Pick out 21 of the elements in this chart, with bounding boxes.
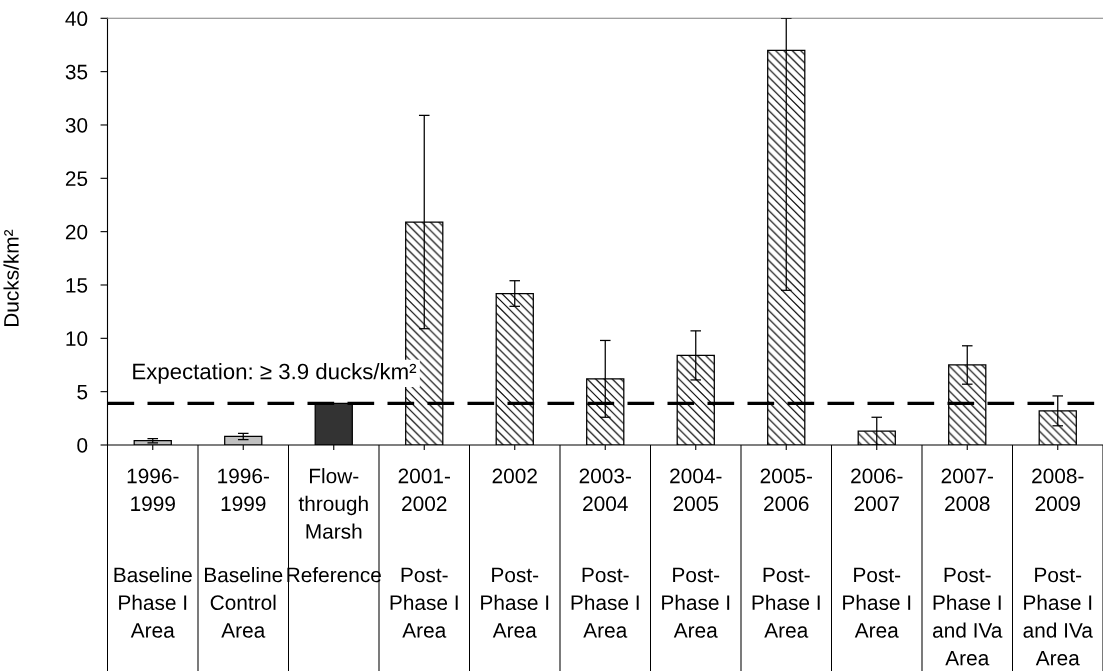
y-tick-label: 40 — [65, 11, 88, 27]
category-label: 2002 Post- Phase I Area — [481, 468, 549, 638]
category-label: 2008- 2009 Post- Phase I and IVa Area — [1023, 468, 1093, 666]
y-axis-title: Ducks/km² — [3, 229, 19, 327]
y-tick-label: 20 — [65, 224, 88, 240]
category-label: 2007- 2008 Post- Phase I and IVa Area — [933, 468, 1003, 666]
category-label: 2006- 2007 Post- Phase I Area — [843, 468, 911, 638]
category-label: 1996- 1999 Baseline Phase I Area — [114, 468, 192, 638]
y-tick-label: 25 — [65, 171, 88, 187]
y-tick-label: 30 — [65, 117, 88, 133]
y-tick-label: 10 — [66, 331, 88, 347]
y-tick-label: 35 — [65, 64, 88, 80]
category-label: 2005- 2006 Post- Phase I Area — [752, 468, 820, 638]
category-label: 2001- 2002 Post- Phase I Area — [390, 468, 458, 638]
y-tick-label: 0 — [77, 438, 88, 453]
ref-line-label: Expectation: ≥ 3.9 ducks/km² — [133, 363, 417, 384]
category-label: 2003- 2004 Post- Phase I Area — [571, 468, 639, 638]
y-tick-label: 15 — [66, 278, 88, 293]
category-label: 1996- 1999 Baseline Control Area — [205, 468, 283, 638]
category-label: 2004- 2005 Post- Phase I Area — [662, 468, 730, 638]
y-tick-label: 5 — [77, 384, 88, 400]
